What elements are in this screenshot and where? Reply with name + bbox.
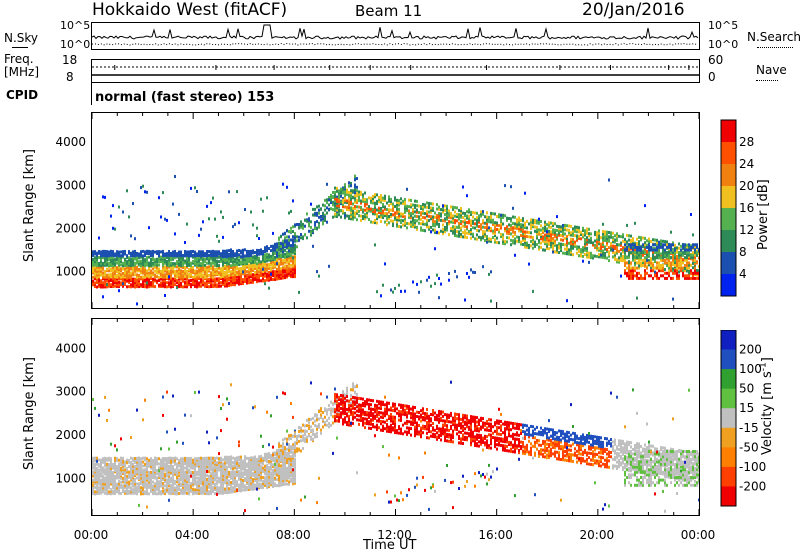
velocity-colorbar-segment [721,330,736,351]
station-title: Hokkaido West (fitACF) [92,0,288,20]
nsky-label: N.Sky [4,31,39,45]
velocity-colorbar-tick: -100 [739,460,766,474]
velocity-colorbar-tick: -15 [739,421,759,435]
power-y-axis: 1000 2000 3000 4000 [55,135,86,279]
y-tick-label: 1000 [55,265,86,279]
power-colorbar-tick: 28 [739,135,754,149]
x-tick-label: 00:00 [681,528,716,542]
x-tick-label: 08:00 [276,528,311,542]
power-colorbar-tick: 20 [739,179,754,193]
power-colorbar-tick: 8 [739,245,747,259]
power-colorbar-segment [721,142,736,165]
power-colorbar-segment [721,252,736,275]
velocity-colorbar-segment [721,466,736,487]
velocity-colorbar-tick: 50 [739,382,754,396]
power-colorbar-tick: 12 [739,223,754,237]
power-plot [91,112,700,309]
y-tick-label: 3000 [55,178,86,192]
power-ylabel: Slant Range [km] [22,149,37,262]
power-colorbar-tick: 16 [739,201,754,215]
power-colorbar-segment [721,208,736,231]
power-colorbar-segment [721,186,736,209]
power-colorbar-tick: 4 [739,267,747,281]
y-tick-label: 2000 [55,221,86,235]
nsky-panel [91,22,700,50]
time-axis: 00:00 04:00 08:00 12:00 16:00 20:00 00:00 [74,528,716,542]
cpid-divider [91,83,92,105]
date-label: 20/Jan/2016 [582,0,685,20]
power-colorbar-tick: 24 [739,157,754,171]
velocity-plot [91,318,700,516]
freq-unit: [MHz] [4,65,40,79]
x-tick-label: 12:00 [377,528,412,542]
velocity-colorbar-segment [721,486,736,507]
nsky-line-key [12,47,28,48]
power-colorbar: 4 8 12 16 20 24 28 [720,119,754,297]
nave-tick-bottom: 0 [708,70,716,84]
nave-tick-top: 60 [708,53,724,67]
x-tick-label: 00:00 [74,528,109,542]
velocity-colorbar-label: Velocity [m s-1] [759,357,775,455]
velocity-colorbar-segment [721,408,736,429]
nsky-tick-top: 10^5 [60,19,91,32]
nave-label: Nave [756,63,787,77]
cpid-label: CPID [6,88,39,102]
velocity-colorbar: 200 100 50 15 -15 -50 -100 -200 [720,330,766,507]
velocity-colorbar-segment [721,369,736,390]
velocity-colorbar-tick: -50 [739,440,759,454]
power-colorbar-segment [721,230,736,253]
y-tick-label: 2000 [55,428,86,442]
freq-panel [91,59,700,83]
y-tick-label: 4000 [55,135,86,149]
nsearch-tick-bottom: 10^0 [708,38,739,51]
power-colorbar-segment [721,274,736,297]
velocity-colorbar-segment [721,427,736,448]
y-tick-label: 4000 [55,341,86,355]
x-tick-label: 16:00 [478,528,513,542]
power-colorbar-label: Power [dB] [756,179,771,250]
nsearch-trace [92,42,699,46]
velocity-colorbar-label-text: Velocity [m s-1] [759,357,776,455]
velocity-y-axis: 1000 2000 3000 4000 [55,341,86,485]
velocity-colorbar-segment [721,349,736,370]
power-colorbar-segment [721,164,736,187]
nave-spikes [114,65,690,70]
velocity-colorbar-tick: 15 [739,401,754,415]
velocity-colorbar-segment [721,447,736,468]
beam-label: Beam 11 [355,2,423,20]
xlabel: Time UT [363,538,417,553]
x-tick-label: 20:00 [580,528,615,542]
x-tick-label: 04:00 [175,528,210,542]
freq-tick-bottom: 8 [66,70,74,84]
nave-line-key [756,80,778,81]
y-tick-label: 1000 [55,471,86,485]
nsky-trace [92,24,699,40]
velocity-colorbar-tick: 200 [739,343,762,357]
cpid-value: normal (fast stereo) 153 [95,90,275,105]
power-colorbar-segment [721,120,736,143]
nsky-tick-bottom: 10^0 [60,38,91,51]
y-tick-label: 3000 [55,385,86,399]
nsearch-label: N.Search [747,30,800,44]
freq-tick-top: 18 [62,53,78,67]
velocity-ylabel: Slant Range [km] [22,357,37,470]
freq-label: Freq. [4,52,34,66]
velocity-colorbar-tick: -200 [739,479,766,493]
velocity-colorbar-segment [721,388,736,409]
nsearch-line-key [757,47,793,48]
velocity-colorbar-tick: 100 [739,362,762,376]
nsearch-tick-top: 10^5 [708,19,739,32]
